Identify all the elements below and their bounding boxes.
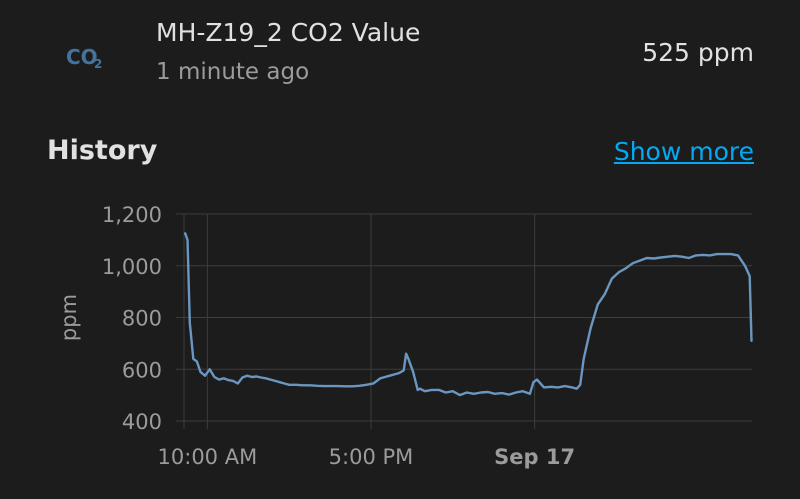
svg-text:CO: CO xyxy=(66,45,98,69)
y-tick-label: 400 xyxy=(122,410,162,434)
x-tick-label: Sep 17 xyxy=(494,445,575,469)
history-title: History xyxy=(47,135,158,166)
x-tick-label: 10:00 AM xyxy=(158,445,258,469)
co2-icon[interactable]: CO 2 xyxy=(60,40,110,74)
x-tick-label: 5:00 PM xyxy=(329,445,414,469)
y-tick-label: 1,200 xyxy=(102,203,162,227)
y-tick-label: 1,000 xyxy=(102,255,162,279)
entity-state-value[interactable]: 525 ppm xyxy=(642,38,754,67)
show-more-link[interactable]: Show more xyxy=(613,137,754,166)
y-tick-label: 800 xyxy=(122,307,162,331)
entity-name[interactable]: MH-Z19_2 CO2 Value xyxy=(156,18,421,47)
series-line xyxy=(183,232,753,397)
y-tick-label: 600 xyxy=(122,358,162,382)
last-changed-time: 1 minute ago xyxy=(156,59,310,85)
y-axis-label: ppm xyxy=(57,294,81,341)
svg-text:2: 2 xyxy=(94,57,102,69)
